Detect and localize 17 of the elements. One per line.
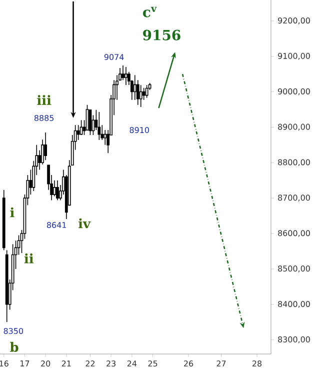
candlestick	[136, 80, 140, 106]
candlestick	[2, 190, 6, 251]
candlestick	[133, 74, 136, 100]
candlestick	[100, 124, 104, 140]
annotation: iv	[78, 218, 91, 228]
annotation: i	[10, 207, 14, 218]
annotation: iii	[37, 95, 52, 105]
annotation: b	[10, 342, 18, 352]
annotation: 9156	[143, 30, 180, 40]
annotation: ii	[24, 253, 34, 264]
candlestick	[124, 66, 128, 86]
annotation: c$^{v}$	[143, 6, 157, 18]
candlestick	[122, 65, 124, 80]
candlestick	[139, 84, 142, 108]
candlestick	[44, 132, 48, 161]
candlestick	[53, 180, 56, 197]
candlestick	[116, 74, 118, 100]
